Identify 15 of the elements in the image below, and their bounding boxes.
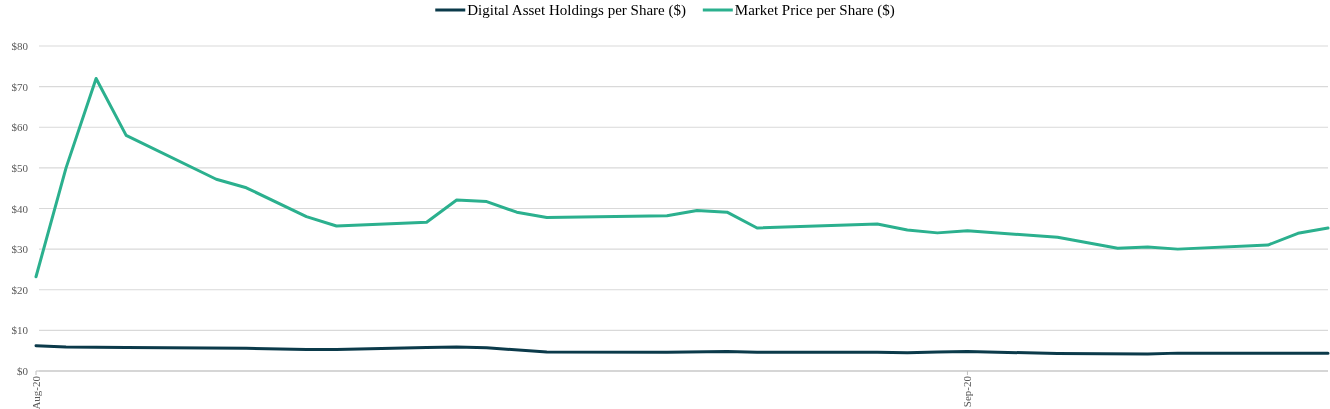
x-tick-label: Sep-20 — [961, 375, 974, 408]
legend-label: Market Price per Share ($) — [734, 2, 895, 19]
y-tick-label: $0 — [17, 365, 29, 377]
y-tick-label: $30 — [11, 243, 29, 256]
y-tick-label: $50 — [11, 161, 29, 174]
x-tick-label: Aug-20 — [30, 375, 42, 409]
y-tick-label: $80 — [11, 40, 29, 52]
y-tick-label: $10 — [11, 324, 29, 337]
y-tick-label: $20 — [11, 283, 29, 296]
y-tick-label: $70 — [11, 80, 29, 93]
legend-label: Digital Asset Holdings per Share ($) — [467, 2, 686, 19]
line-series — [34, 77, 1330, 279]
y-tick-label: $60 — [11, 121, 29, 134]
line-series — [34, 344, 1330, 356]
y-tick-label: $40 — [11, 202, 29, 215]
